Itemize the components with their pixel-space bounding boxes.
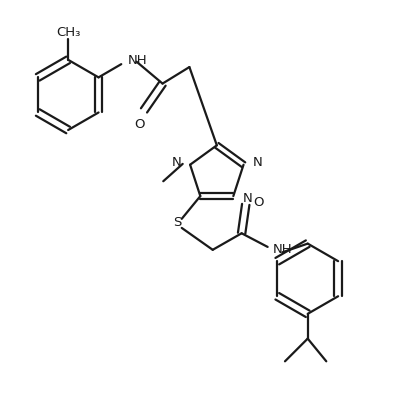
Text: O: O bbox=[253, 196, 263, 209]
Text: N: N bbox=[253, 156, 262, 169]
Text: NH: NH bbox=[273, 243, 292, 256]
Text: NH: NH bbox=[128, 54, 147, 68]
Text: CH₃: CH₃ bbox=[56, 26, 81, 39]
Text: S: S bbox=[173, 216, 182, 229]
Text: N: N bbox=[172, 156, 182, 169]
Text: N: N bbox=[242, 192, 252, 205]
Text: O: O bbox=[134, 118, 144, 131]
